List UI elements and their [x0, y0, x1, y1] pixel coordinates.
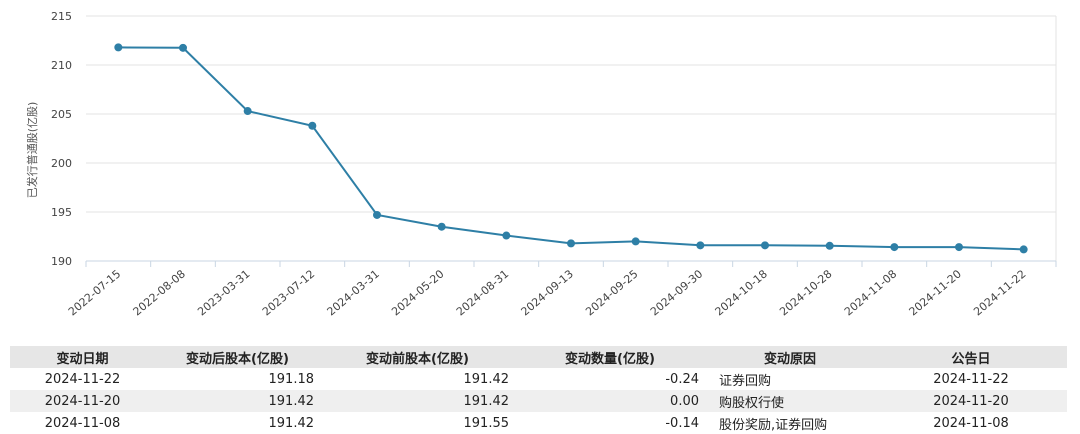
cell-before-shares: 191.42 [320, 390, 515, 412]
header-change-reason: 变动原因 [705, 346, 875, 368]
data-point [502, 231, 511, 240]
x-tick-label: 2024-10-18 [713, 267, 770, 318]
y-tick-label: 200 [51, 157, 72, 170]
y-axis-label: 已发行普通股(亿股) [26, 101, 39, 199]
cell-change-reason: 证券回购 [719, 373, 772, 389]
y-axis-ticks: 190 195 200 205 210 215 [51, 10, 72, 268]
table-header-row: 变动日期 变动后股本(亿股) 变动前股本(亿股) 变动数量(亿股) 变动原因 公… [10, 346, 1067, 368]
x-tick-label: 2024-03-31 [325, 267, 382, 318]
cell-after-shares: 191.42 [155, 390, 320, 412]
x-tick-label: 2022-08-08 [131, 267, 188, 318]
data-point [373, 210, 381, 219]
cell-change-date: 2024-11-08 [44, 415, 121, 431]
x-tick-label: 2024-10-28 [777, 267, 834, 318]
x-tick-label: 2023-07-12 [260, 267, 317, 318]
cell-announce-date: 2024-11-20 [875, 390, 1067, 412]
x-tick-label: 2022-07-15 [66, 267, 123, 318]
x-tick-label: 2024-09-25 [583, 267, 640, 318]
data-point [955, 243, 963, 252]
cell-change-date: 2024-11-22 [44, 371, 121, 387]
data-point [761, 241, 769, 250]
table-row: 2024-11-08 191.42 191.55 -0.14 股份奖励,证券回购… [10, 412, 1067, 434]
cell-change-amount: -0.14 [665, 415, 699, 431]
series-points [114, 43, 1028, 254]
share-change-table: 变动日期 变动后股本(亿股) 变动前股本(亿股) 变动数量(亿股) 变动原因 公… [10, 346, 1067, 434]
cell-change-date: 2024-11-20 [10, 390, 155, 412]
x-tick-label: 2023-03-31 [195, 267, 252, 318]
cell-change-amount: -0.24 [665, 371, 699, 387]
data-point [890, 243, 899, 252]
header-before-shares: 变动前股本(亿股) [320, 346, 515, 368]
cell-announce-date: 2024-11-22 [933, 371, 1009, 387]
data-point [696, 241, 705, 250]
x-tick-label: 2024-08-31 [454, 267, 511, 318]
cell-after-shares: 191.18 [268, 371, 315, 387]
x-tick-label: 2024-05-20 [389, 267, 446, 318]
x-tick-label: 2024-11-08 [842, 267, 899, 318]
data-point [1019, 245, 1028, 254]
y-tick-label: 190 [51, 255, 72, 268]
cell-after-shares: 191.42 [268, 415, 315, 431]
data-point [567, 239, 575, 248]
x-tick-label: 2024-09-13 [519, 267, 576, 318]
header-change-date: 变动日期 [10, 346, 155, 368]
table-row: 2024-11-20 191.42 191.42 0.00 购股权行使 2024… [10, 390, 1067, 412]
cell-change-reason: 购股权行使 [705, 390, 875, 412]
data-point [308, 121, 317, 130]
chart-grid [86, 15, 1057, 262]
header-announce-date: 公告日 [875, 346, 1067, 368]
x-axis-ticks: 2022-07-15 2022-08-08 2023-03-31 2023-07-12… [66, 261, 1057, 318]
table-row: 2024-11-22 191.18 191.42 -0.24 证券回购 2024… [10, 368, 1067, 390]
data-point [179, 43, 187, 52]
y-axis-label-wrap: 已发行普通股(亿股) [22, 95, 42, 205]
cell-before-shares: 191.55 [463, 415, 510, 431]
cell-before-shares: 191.42 [463, 371, 510, 387]
data-point [114, 43, 123, 52]
data-point [243, 107, 252, 116]
y-tick-label: 215 [51, 10, 72, 23]
cell-change-amount: 0.00 [515, 390, 705, 412]
data-point [437, 222, 446, 231]
y-tick-label: 195 [51, 206, 72, 219]
x-tick-label: 2024-11-22 [971, 267, 1028, 318]
cell-announce-date: 2024-11-08 [933, 415, 1009, 431]
data-point [825, 241, 834, 250]
header-change-amount: 变动数量(亿股) [515, 346, 705, 368]
y-tick-label: 210 [51, 59, 72, 72]
header-after-shares: 变动后股本(亿股) [155, 346, 320, 368]
cell-change-reason: 股份奖励,证券回购 [719, 417, 828, 433]
x-tick-label: 2024-09-30 [648, 267, 705, 318]
series-line [118, 46, 1024, 251]
x-tick-label: 2024-11-20 [907, 267, 964, 318]
y-tick-label: 205 [51, 108, 72, 121]
data-point [631, 237, 640, 246]
